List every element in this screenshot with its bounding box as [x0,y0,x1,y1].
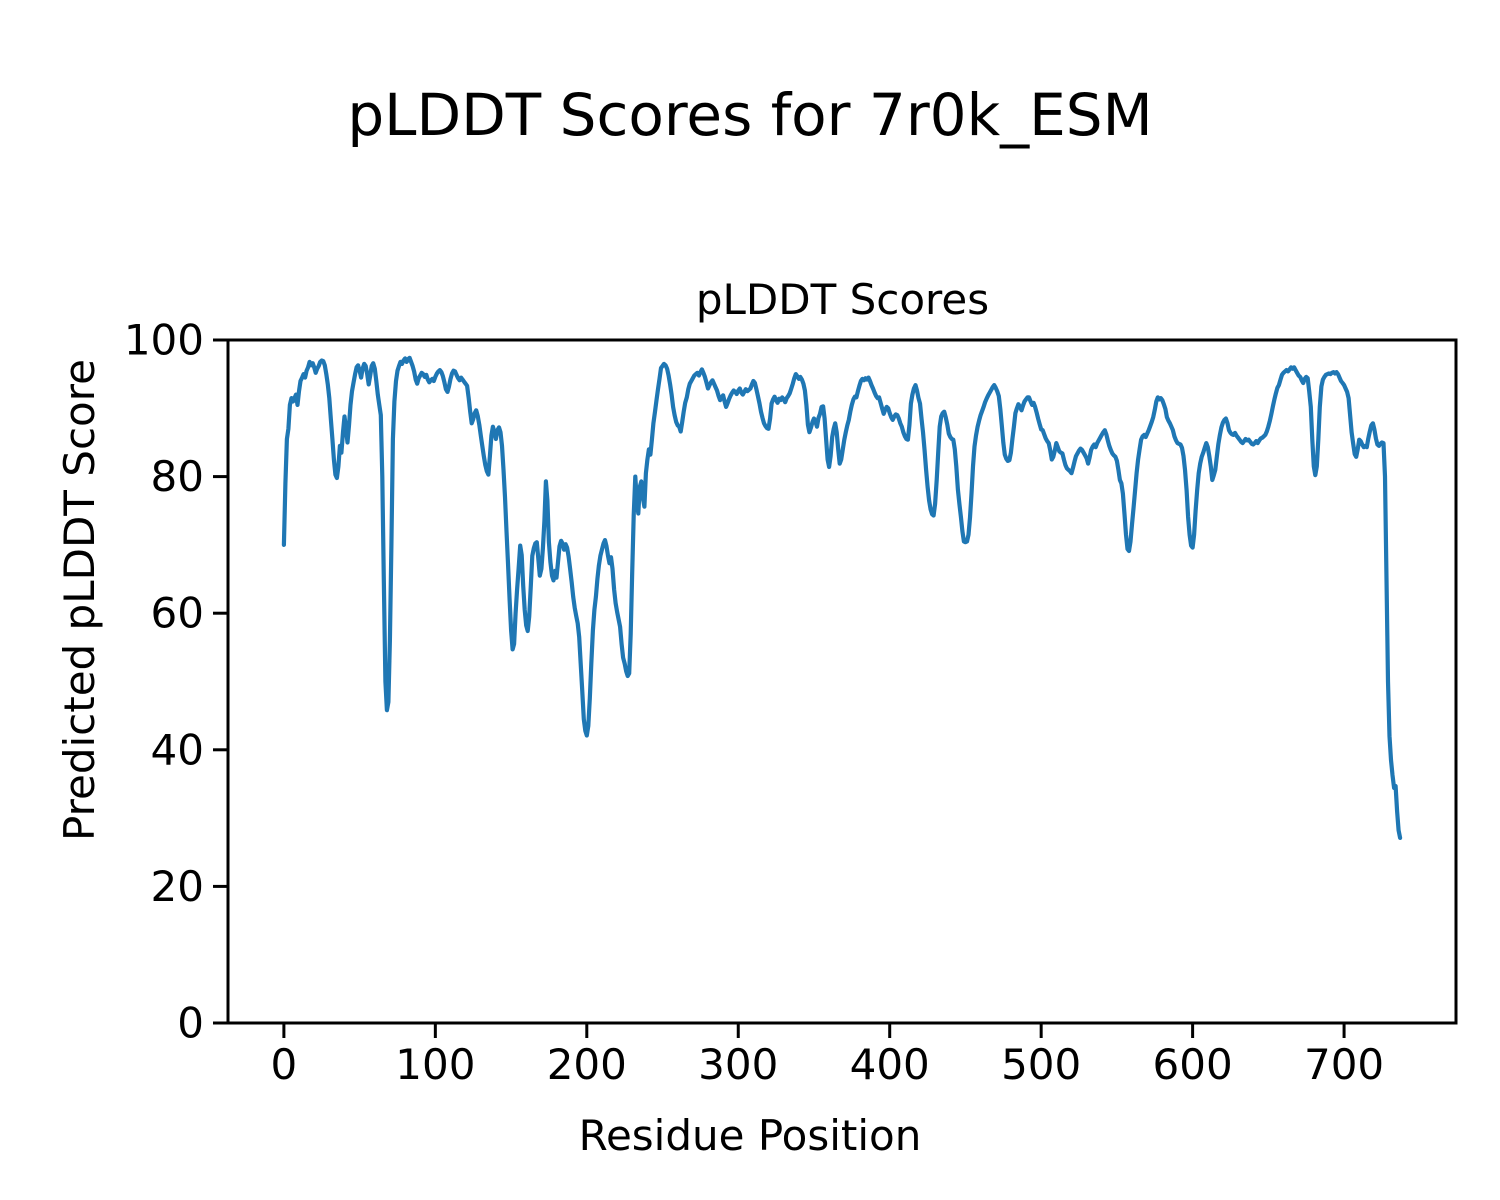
y-tick-label: 60 [151,589,204,638]
x-tick-label: 500 [1001,1040,1081,1089]
axes-title: pLDDT Scores [695,275,990,324]
y-tick-label: 100 [124,316,204,365]
x-tick-label: 200 [547,1040,627,1089]
x-tick-label: 100 [395,1040,475,1089]
x-tick-label: 700 [1304,1040,1384,1089]
plddt-line [281,355,1403,841]
y-tick-label: 40 [151,725,204,774]
figure-suptitle: pLDDT Scores for 7r0k_ESM [347,81,1153,149]
x-tick-label: 600 [1153,1040,1233,1089]
x-tick-label: 0 [271,1040,298,1089]
x-tick-label: 300 [698,1040,778,1089]
x-tick-label: 400 [850,1040,930,1089]
y-tick-label: 20 [151,862,204,911]
plot-frame [226,338,1458,1025]
y-tick-label: 0 [177,999,204,1048]
y-axis-label: Predicted pLDDT Score [54,359,104,841]
x-axis-label: Residue Position [578,1111,922,1160]
y-tick-label: 80 [151,452,204,501]
